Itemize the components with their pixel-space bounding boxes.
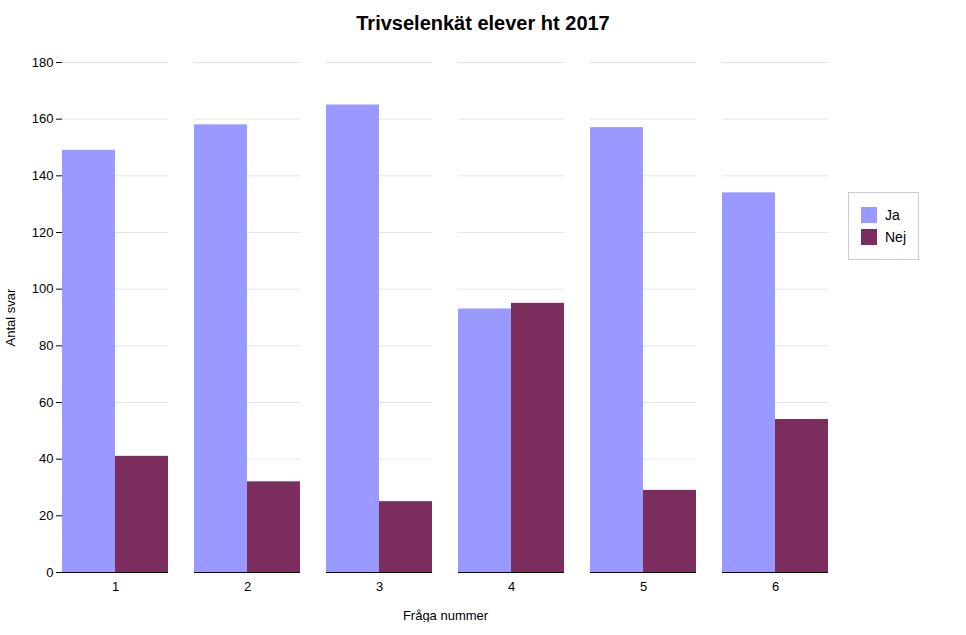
- svg-text:Fråga nummer: Fråga nummer: [403, 608, 489, 623]
- svg-text:180: 180: [32, 55, 54, 70]
- svg-text:1: 1: [112, 579, 119, 594]
- svg-text:3: 3: [376, 579, 383, 594]
- svg-text:60: 60: [39, 395, 53, 410]
- svg-text:160: 160: [32, 111, 54, 126]
- svg-text:40: 40: [39, 451, 53, 466]
- svg-text:Antal svar: Antal svar: [3, 288, 18, 346]
- svg-text:4: 4: [508, 579, 515, 594]
- html-text:Nej: Nej: [885, 229, 906, 245]
- html-text:Ja: Ja: [885, 207, 900, 223]
- html-text:Trivselenkät elever ht 2017: Trivselenkät elever ht 2017: [356, 12, 610, 34]
- svg-text:100: 100: [32, 281, 54, 296]
- svg-text:2: 2: [244, 579, 251, 594]
- svg-text:6: 6: [772, 579, 779, 594]
- svg-text:5: 5: [640, 579, 647, 594]
- svg-text:20: 20: [39, 508, 53, 523]
- svg-text:80: 80: [39, 338, 53, 353]
- svg-text:0: 0: [46, 565, 53, 580]
- svg-text:120: 120: [32, 225, 54, 240]
- svg-text:140: 140: [32, 168, 54, 183]
